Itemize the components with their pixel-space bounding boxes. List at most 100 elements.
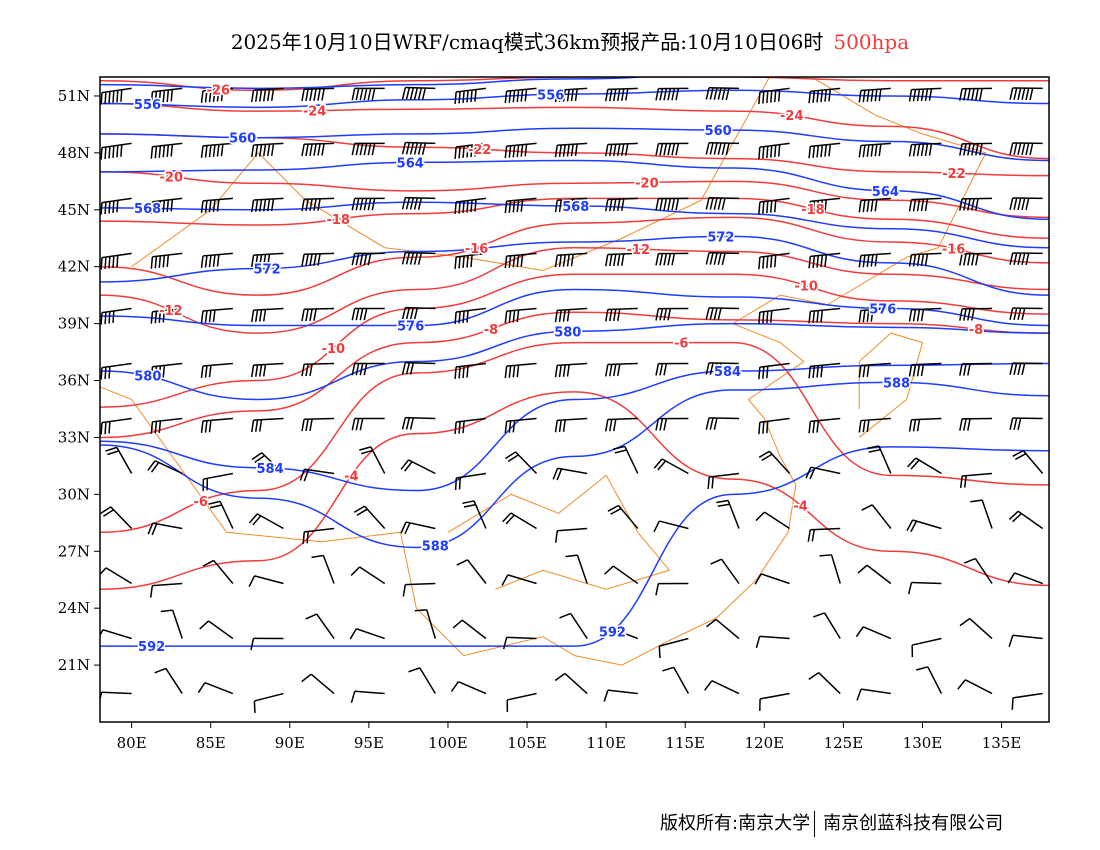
wind-barb: [504, 307, 537, 324]
wind-barb: [250, 197, 284, 213]
wind-barb: [613, 445, 639, 474]
border-line: [858, 332, 924, 438]
temperature-contour-line: [100, 216, 1049, 296]
height-contour-line: [100, 362, 1049, 492]
wind-barb: [705, 197, 740, 210]
height-contour-label: 584: [714, 365, 741, 380]
height-contour-label: 584: [257, 462, 284, 477]
wind-barb: [100, 142, 132, 160]
wind-barb: [959, 472, 993, 488]
wind-barb: [607, 504, 639, 529]
wind-barb: [706, 618, 740, 640]
wind-barb: [705, 87, 740, 101]
wind-barb: [462, 500, 487, 529]
title-main: 2025年10月10日WRF/cmaq模式36km预报产品:10月10日06时: [230, 30, 824, 54]
temperature-contour-label: -18: [801, 203, 825, 218]
wind-barb: [454, 472, 487, 491]
wind-barb: [808, 362, 841, 379]
temperature-contour-label: -10: [794, 280, 818, 295]
wind-barb: [655, 252, 689, 266]
temperature-contour-label: -24: [780, 109, 804, 124]
temperature-contour-line: [100, 171, 1049, 219]
wind-barb: [604, 565, 639, 585]
wind-barb: [906, 519, 942, 533]
temperature-contour-line: [100, 341, 1049, 534]
wind-barb: [351, 87, 385, 101]
country-borders: [100, 77, 987, 666]
height-contour-line: [100, 381, 1049, 549]
wind-barb: [350, 690, 385, 703]
wind-barb: [908, 87, 942, 102]
wind-barb: [200, 307, 233, 323]
wind-barb: [147, 460, 183, 475]
wind-barb: [351, 197, 385, 211]
wind-barb: [908, 197, 942, 212]
height-contour-label: 556: [537, 88, 564, 103]
wind-barb: [959, 252, 993, 266]
wind-barb: [100, 567, 133, 585]
wind-barb: [959, 87, 993, 101]
wind-barb: [819, 554, 841, 584]
wind-barb: [311, 554, 335, 584]
wind-barb: [504, 142, 537, 159]
y-tick-label: 36N: [58, 372, 90, 390]
wind-barb: [200, 87, 233, 103]
wind-barb: [100, 362, 132, 380]
wind-barb: [504, 417, 537, 434]
wind-barb: [559, 612, 588, 639]
wind-barb: [149, 582, 183, 598]
wind-barb: [662, 666, 690, 694]
wind-barb: [1009, 87, 1043, 101]
title-level: 500hpa: [833, 30, 910, 54]
wind-barb: [1007, 572, 1043, 585]
wind-barb: [908, 142, 942, 157]
wind-barb: [414, 609, 437, 639]
wind-barb: [754, 573, 790, 585]
wind-barb: [655, 87, 689, 101]
wind-barb: [866, 445, 892, 474]
wind-barb: [350, 566, 386, 585]
wind-barb: [758, 450, 791, 474]
x-tick-label: 80E: [117, 734, 147, 752]
temperature-contour-label: -4: [344, 469, 358, 484]
wind-barb: [605, 197, 638, 212]
temperature-contour-line: [100, 197, 1049, 239]
x-tick-label: 115E: [665, 734, 705, 752]
wind-barb: [454, 142, 487, 159]
height-contour-label: 556: [134, 98, 161, 113]
border-line: [100, 386, 575, 657]
height-contour-line: [100, 89, 1049, 109]
wind-barb: [150, 417, 183, 434]
x-tick-label: 85E: [196, 734, 226, 752]
wind-barb: [1011, 692, 1043, 710]
temperature-contour-label: -22: [942, 167, 966, 182]
height-contour-label: 572: [254, 263, 281, 278]
wind-barb: [759, 692, 790, 711]
temperature-contour-label: -16: [942, 242, 966, 257]
wind-barb: [908, 362, 942, 377]
wind-barb: [301, 87, 335, 102]
wind-barb: [858, 142, 891, 158]
wind-barb: [858, 307, 891, 323]
wind-barb: [758, 87, 790, 105]
wind-barb: [959, 142, 993, 156]
wind-barb: [450, 680, 487, 695]
temperature-contour-label: -10: [322, 342, 346, 357]
height-contour-label: 560: [229, 132, 256, 147]
wind-barb: [351, 142, 385, 156]
wind-barb: [959, 617, 993, 640]
wind-barb: [250, 362, 284, 378]
wind-barb: [957, 679, 993, 695]
wind-barb: [200, 362, 233, 378]
copyright-left: 版权所有:南京大学: [660, 813, 811, 834]
wind-barb: [202, 472, 233, 492]
wind-barb: [808, 417, 841, 434]
wind-barb: [554, 307, 588, 323]
height-contour-label: 568: [562, 200, 589, 215]
temperature-contour-label: -12: [159, 304, 183, 319]
wind-barb: [605, 87, 638, 102]
wind-barb: [100, 506, 133, 530]
wind-barb: [907, 581, 942, 595]
wind-barb: [959, 197, 993, 211]
wind-barb: [808, 197, 841, 214]
